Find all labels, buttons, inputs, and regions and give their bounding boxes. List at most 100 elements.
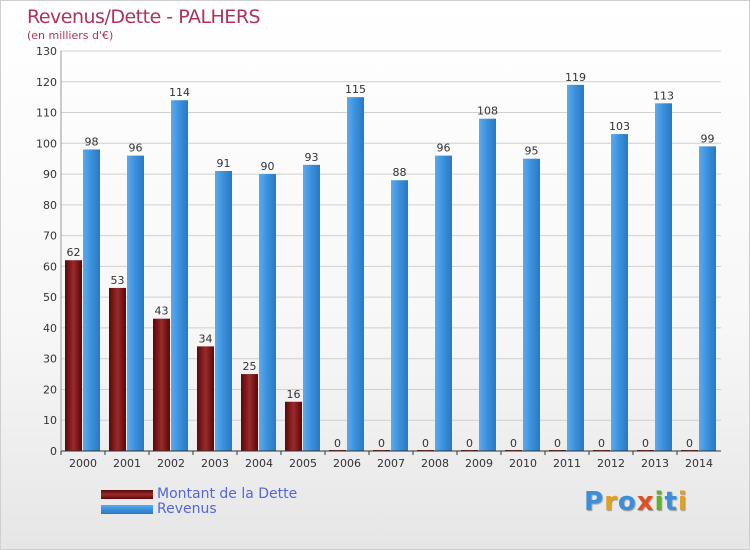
x-tick-label: 2014 [685, 457, 713, 470]
data-label-debt: 0 [422, 437, 429, 450]
x-tick-label: 2008 [421, 457, 449, 470]
logo-letter: i [654, 487, 665, 517]
data-label-revenue: 93 [305, 151, 319, 164]
data-label-revenue: 103 [609, 120, 630, 133]
x-tick-label: 2011 [553, 457, 581, 470]
y-tick-label: 130 [36, 45, 57, 58]
legend-swatch-debt [101, 490, 153, 499]
y-tick-label: 120 [36, 76, 57, 89]
data-label-revenue: 96 [129, 142, 143, 155]
data-label-revenue: 95 [525, 145, 539, 158]
y-tick-label: 90 [43, 168, 57, 181]
bar-debt [241, 374, 258, 451]
bar-revenue [83, 149, 100, 451]
data-label-debt: 0 [510, 437, 517, 450]
y-tick-label: 110 [36, 107, 57, 120]
data-label-debt: 0 [554, 437, 561, 450]
x-axis-ticks: 2000 2001 2002 2003 2004 2005 2006 2007 2008 2009… [60, 451, 713, 470]
data-label-debt: 25 [243, 360, 257, 373]
x-tick-label: 2007 [377, 457, 405, 470]
bar-revenue [127, 155, 144, 451]
data-label-debt: 43 [155, 305, 169, 318]
data-label-debt: 62 [67, 246, 81, 259]
legend-label-revenue: Revenus [157, 501, 217, 517]
logo-letter: i [677, 487, 688, 517]
bar-debt [65, 260, 82, 451]
data-label-revenue: 98 [85, 135, 99, 148]
bar-revenue [699, 146, 716, 451]
data-label-revenue: 88 [393, 166, 407, 179]
data-label-debt: 0 [642, 437, 649, 450]
bar-revenue [347, 97, 364, 452]
data-label-revenue: 119 [565, 71, 586, 84]
bar-revenue [655, 103, 672, 452]
data-label-debt: 0 [334, 437, 341, 450]
chart-title: Revenus/Dette - PALHERS [27, 6, 261, 28]
x-tick-label: 2003 [201, 457, 229, 470]
logo-letter: o [617, 487, 637, 517]
data-label-debt: 53 [111, 274, 125, 287]
x-tick-label: 2002 [157, 457, 185, 470]
y-tick-label: 70 [43, 230, 57, 243]
bar-revenue [479, 118, 496, 451]
x-tick-label: 2005 [289, 457, 317, 470]
data-label-revenue: 90 [261, 160, 275, 173]
x-tick-label: 2000 [69, 457, 97, 470]
y-axis-ticks: 0 10 20 30 40 50 60 70 80 90 100 110 120 130 [36, 45, 57, 458]
y-tick-label: 20 [43, 383, 57, 396]
y-tick-label: 10 [43, 414, 57, 427]
y-tick-label: 80 [43, 199, 57, 212]
data-label-revenue: 114 [169, 86, 190, 99]
bar-revenue [567, 84, 584, 451]
data-label-revenue: 91 [217, 157, 231, 170]
bar-revenue [523, 158, 540, 451]
logo-letter: r [604, 487, 618, 517]
data-labels: 62 98 53 96 43 114 34 91 25 90 16 93 0 115 0 88 0 96 0 108 0… [67, 71, 715, 450]
legend-swatch-revenue [101, 505, 153, 514]
data-label-debt: 0 [466, 437, 473, 450]
x-tick-label: 2012 [597, 457, 625, 470]
x-tick-label: 2004 [245, 457, 273, 470]
x-tick-label: 2001 [113, 457, 141, 470]
bar-revenue [259, 174, 276, 452]
data-label-revenue: 96 [437, 142, 451, 155]
y-tick-label: 60 [43, 260, 57, 273]
x-tick-label: 2009 [465, 457, 493, 470]
data-label-debt: 0 [378, 437, 385, 450]
logo-letter: P [584, 487, 605, 517]
bar-debt [153, 318, 170, 451]
y-tick-label: 50 [43, 291, 57, 304]
bar-revenue [303, 164, 320, 451]
y-tick-label: 100 [36, 137, 57, 150]
logo-letter: x [636, 487, 655, 517]
legend-label-debt: Montant de la Dette [157, 486, 298, 502]
bar-revenue [435, 155, 452, 451]
y-tick-label: 0 [50, 445, 57, 458]
bar-revenue [171, 100, 188, 451]
data-label-revenue: 113 [653, 89, 674, 102]
y-tick-label: 40 [43, 322, 57, 335]
data-label-debt: 16 [287, 388, 301, 401]
data-label-revenue: 115 [345, 83, 366, 96]
bar-revenue [391, 180, 408, 451]
bar-revenue [611, 134, 628, 452]
chart-subtitle: (en milliers d'€) [27, 29, 114, 42]
x-tick-label: 2013 [641, 457, 669, 470]
bar-debt [109, 287, 126, 451]
bar-debt [285, 401, 302, 451]
data-label-revenue: 99 [701, 132, 715, 145]
proxiti-logo: Proxiti [584, 487, 688, 517]
data-label-debt: 0 [686, 437, 693, 450]
x-tick-label: 2010 [509, 457, 537, 470]
data-label-debt: 34 [199, 332, 213, 345]
x-tick-label: 2006 [333, 457, 361, 470]
bar-debt [197, 346, 214, 451]
y-tick-label: 30 [43, 353, 57, 366]
data-label-revenue: 108 [477, 105, 498, 118]
logo-letter: t [664, 487, 678, 517]
bar-revenue [215, 171, 232, 451]
data-label-debt: 0 [598, 437, 605, 450]
bars [65, 84, 716, 452]
